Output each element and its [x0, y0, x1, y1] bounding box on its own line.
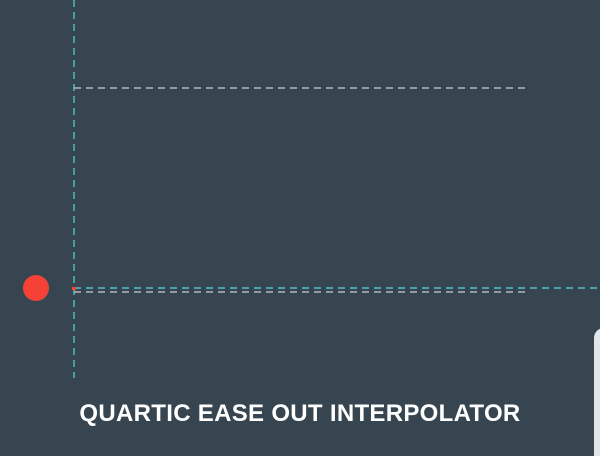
interpolator-caption: QUARTIC EASE OUT INTERPOLATOR	[79, 400, 521, 427]
curve-start-marker	[72, 287, 76, 290]
animated-ball	[23, 275, 49, 301]
scrollbar-edge[interactable]	[594, 328, 600, 456]
